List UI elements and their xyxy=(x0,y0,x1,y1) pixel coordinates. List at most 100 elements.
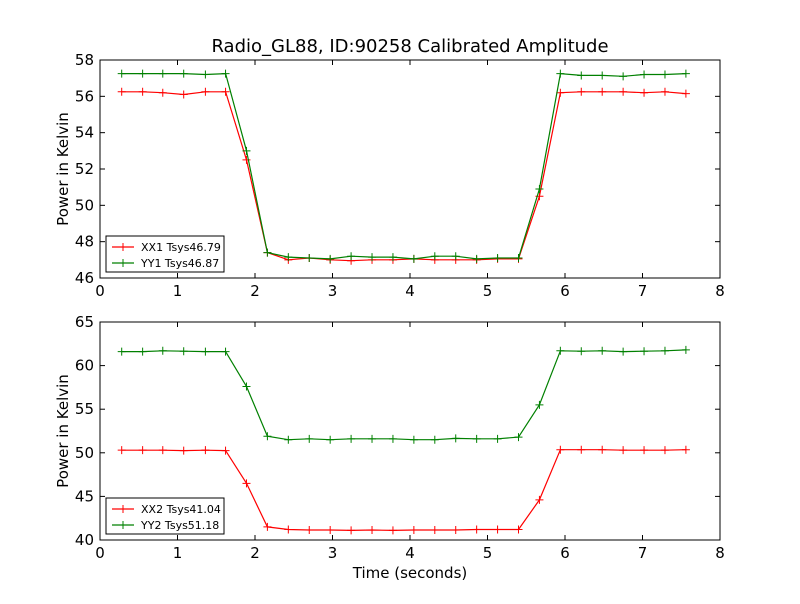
data-point xyxy=(619,72,628,81)
x-tick-label: 7 xyxy=(638,544,648,562)
y-tick-label: 48 xyxy=(75,233,94,251)
legend-label: XX1 Tsys46.79 xyxy=(141,241,221,254)
data-point xyxy=(430,435,439,444)
data-point xyxy=(556,445,565,454)
x-tick-label: 4 xyxy=(405,282,415,300)
data-point xyxy=(493,525,502,534)
figure-title: Radio_GL88, ID:90258 Calibrated Amplitud… xyxy=(211,36,608,57)
data-point xyxy=(660,70,669,79)
x-axis-label: Time (seconds) xyxy=(352,564,468,582)
data-point xyxy=(409,435,418,444)
legend-label: YY1 Tsys46.87 xyxy=(140,257,219,270)
data-point xyxy=(263,522,272,531)
data-point xyxy=(660,87,669,96)
data-point xyxy=(138,87,147,96)
data-point xyxy=(451,434,460,443)
data-point xyxy=(201,70,210,79)
y-tick-label: 58 xyxy=(75,51,94,69)
data-point xyxy=(117,87,126,96)
legend-swatch-marker xyxy=(119,259,127,267)
x-tick-label: 5 xyxy=(483,544,493,562)
series-2-1 xyxy=(117,445,690,535)
series-line xyxy=(121,349,686,441)
data-point xyxy=(681,69,690,78)
data-point xyxy=(493,254,502,263)
x-tick-label: 3 xyxy=(328,544,338,562)
data-point xyxy=(117,69,126,78)
data-point xyxy=(201,446,210,455)
data-point xyxy=(326,435,335,444)
y-tick-label: 55 xyxy=(75,400,94,418)
data-point xyxy=(598,71,607,80)
data-point xyxy=(368,434,377,443)
data-point xyxy=(263,248,272,257)
data-point xyxy=(514,433,523,442)
data-point xyxy=(598,346,607,355)
data-point xyxy=(388,253,397,262)
data-point xyxy=(619,87,628,96)
data-point xyxy=(472,434,481,443)
data-point xyxy=(409,254,418,263)
data-point xyxy=(347,526,356,535)
data-point xyxy=(284,525,293,534)
legend-swatch-marker xyxy=(119,505,127,513)
data-point xyxy=(117,446,126,455)
data-point xyxy=(347,252,356,261)
data-point xyxy=(556,88,565,97)
data-point xyxy=(556,69,565,78)
data-point xyxy=(535,184,544,193)
data-point xyxy=(179,446,188,455)
data-point xyxy=(326,525,335,534)
data-point xyxy=(577,87,586,96)
data-point xyxy=(305,525,314,534)
y-tick-label: 52 xyxy=(75,160,94,178)
x-tick-label: 3 xyxy=(328,282,338,300)
y-tick-label: 60 xyxy=(75,357,94,375)
x-tick-label: 2 xyxy=(250,282,260,300)
data-point xyxy=(158,346,167,355)
data-point xyxy=(201,87,210,96)
legend-swatch-marker xyxy=(119,521,127,529)
data-point xyxy=(619,446,628,455)
x-tick-label: 6 xyxy=(560,282,570,300)
data-point xyxy=(221,446,230,455)
y-tick-label: 46 xyxy=(75,269,94,287)
legend-box xyxy=(105,235,225,273)
data-point xyxy=(451,525,460,534)
data-point xyxy=(305,254,314,263)
data-point xyxy=(619,347,628,356)
legend-box xyxy=(105,497,225,535)
x-tick-label: 8 xyxy=(715,544,725,562)
data-point xyxy=(221,347,230,356)
data-point xyxy=(514,254,523,263)
legend-item: YY1 Tsys46.87 xyxy=(112,257,219,270)
series-line xyxy=(121,72,686,260)
legend-label: XX2 Tsys41.04 xyxy=(141,503,221,516)
data-point xyxy=(284,435,293,444)
data-point xyxy=(138,347,147,356)
y-tick-label: 50 xyxy=(75,196,94,214)
data-point xyxy=(158,446,167,455)
data-point xyxy=(535,495,544,504)
data-point xyxy=(640,70,649,79)
data-point xyxy=(179,69,188,78)
legend: XX1 Tsys46.79 YY1 Tsys46.87 xyxy=(105,235,225,273)
x-tick-label: 6 xyxy=(560,544,570,562)
data-point xyxy=(221,87,230,96)
data-point xyxy=(598,445,607,454)
x-tick-label: 1 xyxy=(173,282,183,300)
data-point xyxy=(640,88,649,97)
data-point xyxy=(242,382,251,391)
x-tick-label: 2 xyxy=(250,544,260,562)
data-point xyxy=(660,446,669,455)
data-point xyxy=(326,254,335,263)
y-tick-label: 65 xyxy=(75,313,94,331)
y-tick-label: 50 xyxy=(75,444,94,462)
series-line xyxy=(121,91,686,262)
series-2-2 xyxy=(117,345,690,444)
legend: XX2 Tsys41.04 YY2 Tsys51.18 xyxy=(105,497,225,535)
data-point xyxy=(179,347,188,356)
legend-item: YY2 Tsys51.18 xyxy=(112,519,219,532)
